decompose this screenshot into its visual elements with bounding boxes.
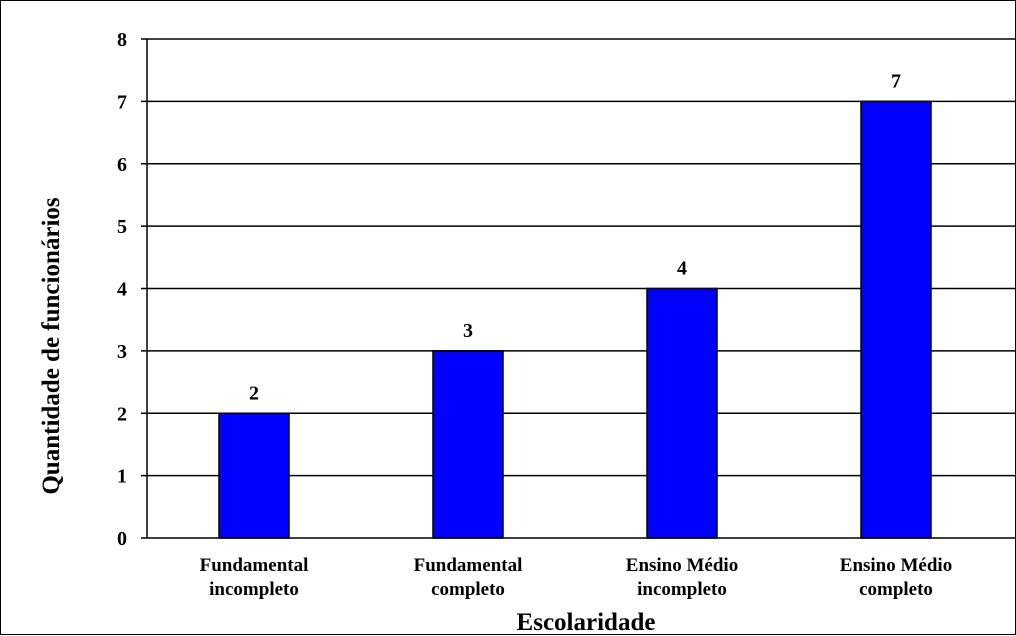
y-tick-label: 4	[117, 279, 127, 301]
x-category-labels: Fundamental incompleto Fundamental completo…	[200, 555, 953, 600]
bar	[218, 412, 290, 539]
x-category-label: completo	[859, 579, 933, 600]
bars	[218, 100, 932, 539]
y-tick-label: 7	[117, 91, 127, 113]
y-tick-label: 1	[117, 466, 127, 488]
data-label: 4	[677, 258, 687, 280]
y-tick-labels: 0 1 2 3 4 5 6 7 8	[117, 29, 127, 550]
y-tick-label: 8	[117, 29, 127, 51]
y-tick-label: 2	[117, 403, 127, 425]
bar	[432, 350, 504, 539]
y-tick-label: 3	[117, 341, 127, 363]
data-label: 3	[463, 320, 473, 342]
x-category-label: Ensino Médio	[626, 555, 738, 576]
x-category-label: Ensino Médio	[840, 555, 952, 576]
data-label: 7	[891, 70, 901, 92]
x-category-label: Fundamental	[200, 555, 309, 576]
y-axis-title: Quantidade de funcionários	[38, 197, 65, 495]
y-tick-label: 6	[117, 154, 127, 176]
x-category-label: incompleto	[637, 579, 727, 600]
data-label: 2	[249, 382, 259, 404]
x-category-label: incompleto	[209, 579, 299, 600]
x-category-label: completo	[431, 579, 505, 600]
y-tick-label: 0	[117, 528, 127, 550]
data-labels: 2 3 4 7	[249, 70, 901, 404]
x-axis-title: Escolaridade	[517, 609, 656, 636]
bar	[860, 100, 932, 539]
bar	[646, 287, 718, 539]
y-tick-label: 5	[117, 216, 127, 238]
x-category-label: Fundamental	[414, 555, 523, 576]
